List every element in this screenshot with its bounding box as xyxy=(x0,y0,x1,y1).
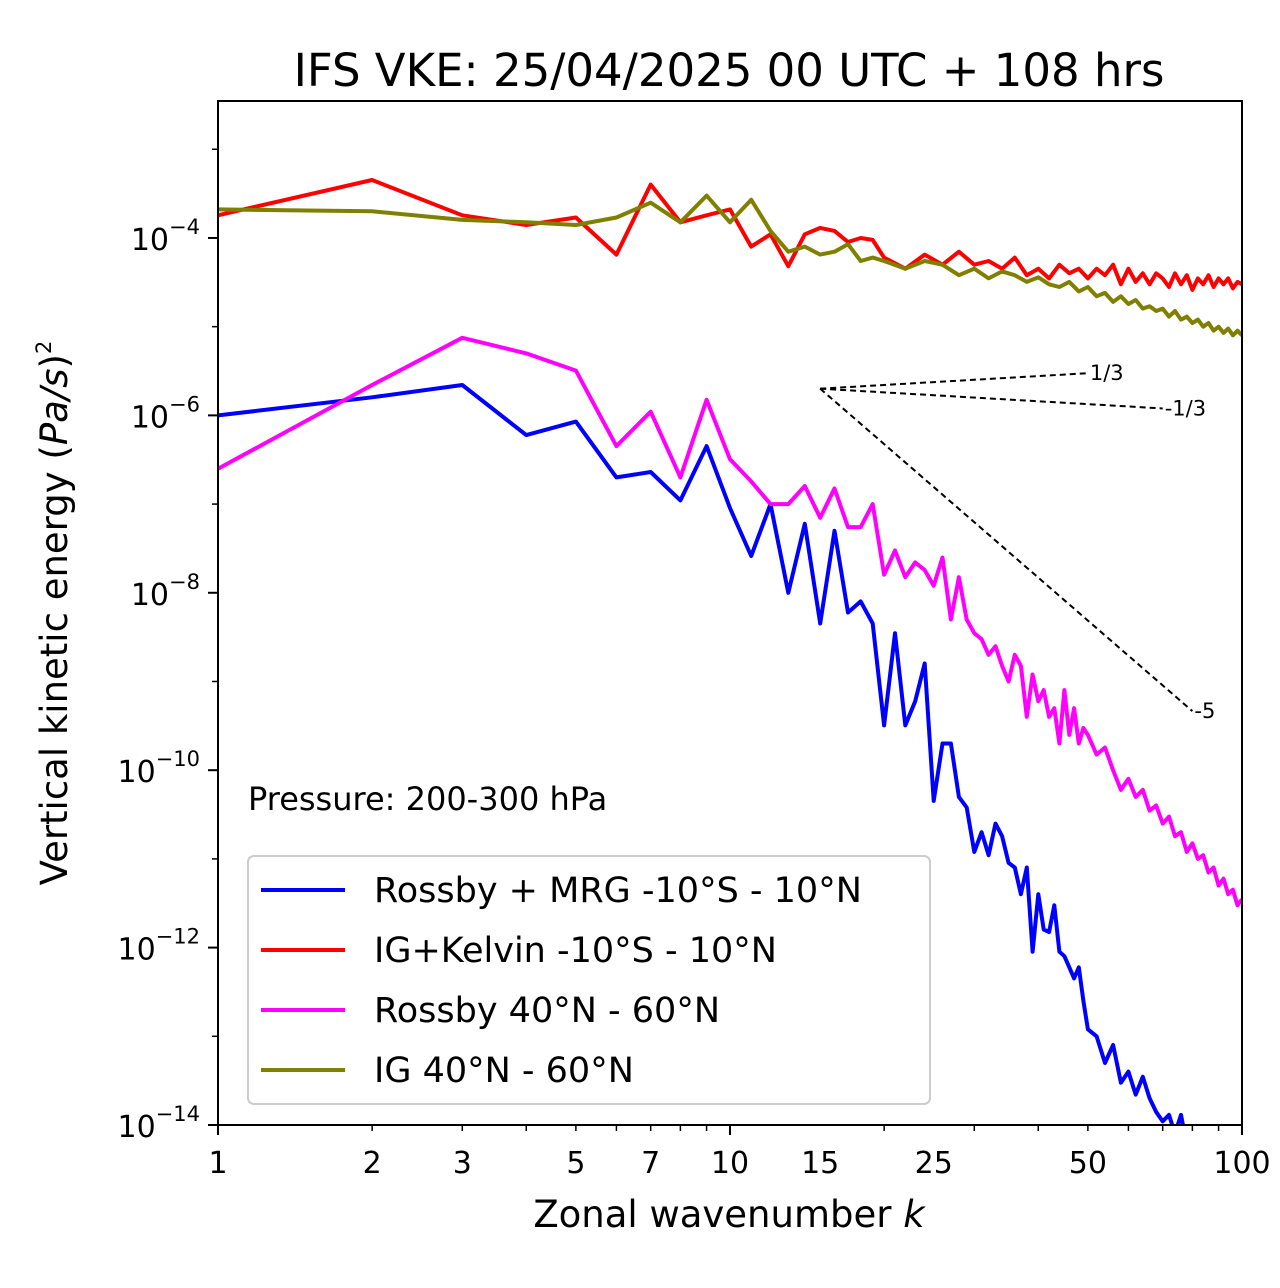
y-tick-labels: 10−14 10−12 10−10 10−8 10−6 10−4 xyxy=(117,215,200,1145)
series-line-2 xyxy=(218,335,1242,908)
y-tick-label: 10−6 xyxy=(131,392,200,435)
series-lines xyxy=(218,178,1242,1125)
series-line-0 xyxy=(218,383,1186,1125)
legend-label: Rossby + MRG -10°S - 10°N xyxy=(374,871,862,911)
chart-title: IFS VKE: 25/04/2025 00 UTC + 108 hrs xyxy=(294,44,1165,97)
legend-frame xyxy=(247,855,931,1105)
x-tick-label: 1 xyxy=(208,1146,227,1181)
x-tick-label: 10 xyxy=(711,1146,749,1181)
y-tick-label: 10−10 xyxy=(117,747,200,790)
y-tick-label: 10−4 xyxy=(131,215,200,258)
x-tick-label: 25 xyxy=(915,1146,953,1181)
reference-slope-label: -5 xyxy=(1194,699,1215,723)
x-tick-label: 5 xyxy=(566,1146,585,1181)
reference-slope-line-0 xyxy=(820,372,1088,390)
x-tick-label: 15 xyxy=(801,1146,839,1181)
reference-slope-label: -1/3 xyxy=(1165,396,1206,420)
pressure-annotation: Pressure: 200-300 hPa xyxy=(248,780,607,818)
plot-frame xyxy=(217,100,1243,1126)
x-tick-label: 7 xyxy=(641,1146,660,1181)
series-line-1 xyxy=(218,178,1242,292)
x-tick-label: 3 xyxy=(453,1146,472,1181)
x-tick-label: 100 xyxy=(1213,1146,1270,1181)
y-tick-label: 10−14 xyxy=(117,1102,200,1145)
reference-slope-line-1 xyxy=(820,387,1163,410)
legend-items: Rossby + MRG -10°S - 10°N IG+Kelvin -10°S… xyxy=(261,871,862,1091)
x-axis-label: Zonal wavenumber k xyxy=(533,1193,926,1236)
legend-label: IG+Kelvin -10°S - 10°N xyxy=(374,931,777,971)
x-tick-labels: 1 2 3 5 7 10 15 25 50 100 xyxy=(208,1146,1270,1181)
y-tick-label: 10−12 xyxy=(117,925,200,968)
legend: Rossby + MRG -10°S - 10°N IG+Kelvin -10°S… xyxy=(247,855,931,1105)
y-axis-label: Vertical kinetic energy (Pa/s)2 xyxy=(32,341,76,886)
reference-slope-lines: 1/3 -1/3 -5 xyxy=(819,361,1215,723)
x-tick-label: 50 xyxy=(1069,1146,1107,1181)
reference-slope-label: 1/3 xyxy=(1090,361,1124,385)
y-tick-label: 10−8 xyxy=(131,570,200,613)
reference-slope-line-2 xyxy=(819,387,1194,712)
series-line-3 xyxy=(218,193,1242,338)
x-tick-label: 2 xyxy=(363,1146,382,1181)
legend-label: IG 40°N - 60°N xyxy=(374,1051,634,1091)
legend-label: Rossby 40°N - 60°N xyxy=(374,991,720,1031)
